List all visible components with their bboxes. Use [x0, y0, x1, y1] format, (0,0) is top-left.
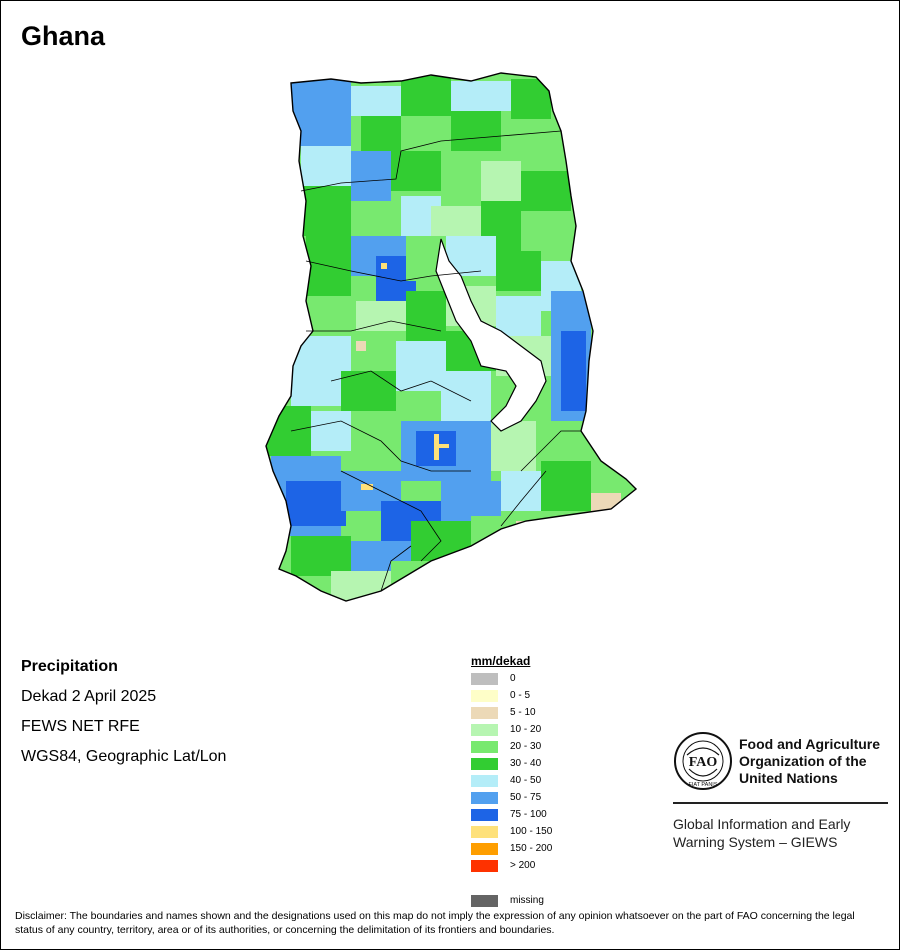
- legend-label: > 200: [510, 860, 536, 871]
- fao-logo: FAO FIAT PANIS: [674, 732, 732, 790]
- source-label: FEWS NET RFE: [21, 718, 140, 735]
- country-outline: [265, 72, 638, 602]
- legend-label: 0: [510, 673, 516, 684]
- period-label: Dekad 2 April 2025: [21, 688, 157, 705]
- admin-boundaries: [290, 130, 581, 592]
- legend-swatch: [471, 724, 498, 736]
- legend-swatch: [471, 775, 498, 787]
- fao-organization-name: Food and Agriculture Organization of the…: [739, 736, 880, 787]
- variable-label: Precipitation: [21, 658, 118, 675]
- legend-label: 75 - 100: [510, 809, 547, 820]
- legend-swatch: [471, 758, 498, 770]
- legend-swatch: [471, 895, 498, 907]
- legend-swatch: [471, 826, 498, 838]
- legend-label: 100 - 150: [510, 826, 553, 837]
- legend-swatch: [471, 707, 498, 719]
- legend-rows: 0 0 - 5 5 - 10 10 - 20 20 - 30 30 - 40 40 - 50…: [471, 673, 591, 913]
- legend-label: 20 - 30: [510, 741, 542, 752]
- giews-line-2: Warning System – GIEWS: [673, 834, 838, 850]
- legend-swatch: [471, 690, 498, 702]
- precipitation-map: [265, 72, 638, 602]
- legend-label: 5 - 10: [510, 707, 536, 718]
- legend: mm/dekad 0 0 - 5 5 - 10 10 - 20 20 - 30 30 - …: [471, 654, 591, 913]
- projection-label: WGS84, Geographic Lat/Lon: [21, 748, 227, 765]
- legend-label: 50 - 75: [510, 792, 542, 803]
- legend-swatch: [471, 843, 498, 855]
- giews-name: Global Information and Early Warning Sys…: [673, 815, 850, 851]
- legend-swatch: [471, 792, 498, 804]
- org-line-2: Organization of the: [739, 753, 867, 769]
- map-title: Ghana: [21, 21, 106, 51]
- svg-text:FIAT PANIS: FIAT PANIS: [688, 782, 717, 788]
- svg-text:FAO: FAO: [689, 755, 718, 770]
- legend-swatch: [471, 673, 498, 685]
- lake-volta: [435, 238, 547, 432]
- legend-label: 0 - 5: [510, 690, 531, 701]
- legend-label: 10 - 20: [510, 724, 542, 735]
- legend-swatch: [471, 741, 498, 753]
- legend-label: 150 - 200: [510, 843, 553, 854]
- legend-swatch: [471, 809, 498, 821]
- disclaimer: Disclaimer: The boundaries and names sho…: [15, 910, 855, 936]
- divider: [673, 802, 888, 804]
- legend-label: 30 - 40: [510, 758, 542, 769]
- giews-line-1: Global Information and Early: [673, 816, 851, 832]
- org-line-1: Food and Agriculture: [739, 736, 881, 752]
- legend-swatch: [471, 860, 498, 872]
- map-metadata: Precipitation Dekad 2 April 2025 FEWS NE…: [21, 657, 226, 777]
- legend-title: mm/dekad: [471, 654, 531, 668]
- legend-label: missing: [510, 895, 544, 906]
- org-line-3: United Nations: [739, 770, 838, 786]
- legend-label: 40 - 50: [510, 775, 542, 786]
